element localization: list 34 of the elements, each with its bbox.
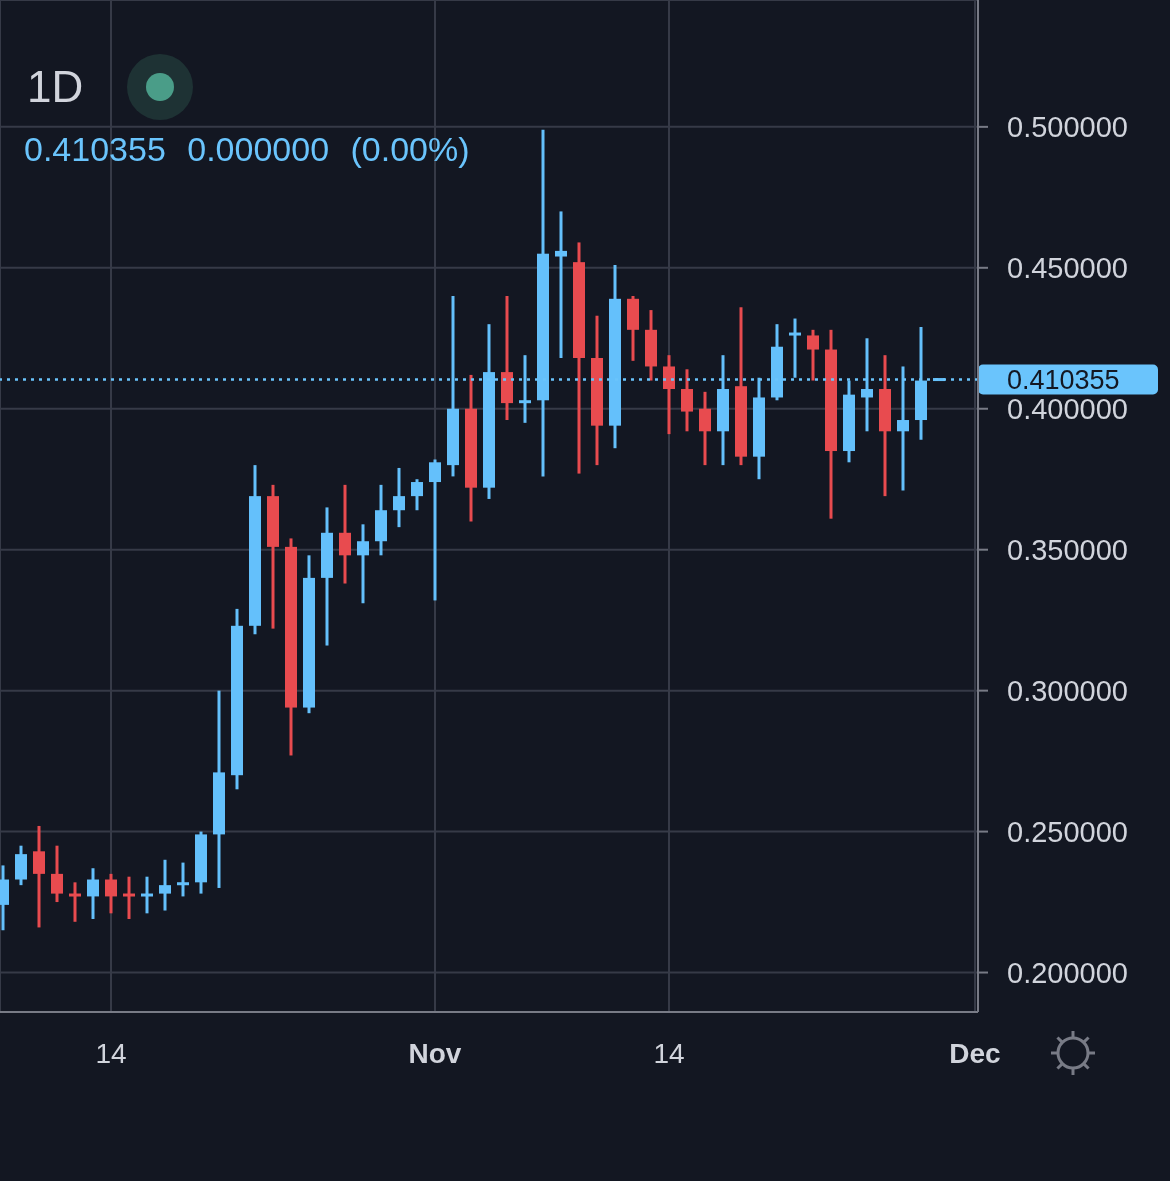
candlestick	[681, 369, 693, 432]
candlestick	[789, 318, 801, 378]
candlestick	[411, 479, 423, 512]
candlestick	[663, 355, 675, 436]
ref-line-label: 0.410355	[1007, 364, 1120, 395]
candlestick	[87, 868, 99, 919]
y-tick-label: 0.500000	[1007, 110, 1128, 143]
text: 0.410355 0.000000 (0.00%)	[24, 129, 470, 170]
candlestick	[393, 466, 405, 529]
candlestick	[339, 483, 351, 584]
text: 1D	[27, 61, 84, 113]
candlestick	[33, 824, 45, 928]
y-tick-label: 0.450000	[1007, 251, 1128, 284]
y-tick-label: 0.300000	[1007, 674, 1128, 707]
candlestick	[159, 858, 171, 911]
candlestick	[177, 862, 189, 897]
y-tick-label: 0.400000	[1007, 392, 1128, 425]
candlestick	[807, 328, 819, 381]
x-tick-label: 14	[653, 1037, 685, 1069]
y-tick-label: 0.350000	[1007, 533, 1128, 566]
candlestick	[69, 882, 81, 922]
candlestick	[555, 211, 567, 359]
candlestick	[105, 872, 117, 914]
candlestick	[699, 390, 711, 467]
x-tick-label: 14	[95, 1037, 127, 1069]
x-tick-label: Dec	[949, 1037, 1001, 1069]
x-tick-label: Nov	[408, 1037, 462, 1069]
candlestick	[51, 845, 63, 904]
candlestick	[123, 876, 135, 919]
candlestick	[429, 459, 441, 601]
candlestick	[141, 876, 153, 914]
y-tick-label: 0.200000	[1007, 956, 1128, 989]
y-tick-label: 0.250000	[1007, 815, 1128, 848]
candlestick	[357, 524, 369, 604]
